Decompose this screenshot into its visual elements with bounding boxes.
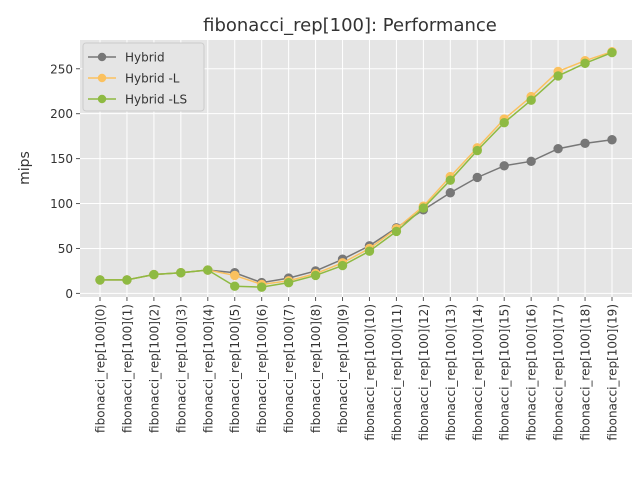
x-tick-label: fibonacci_rep[100](0) — [94, 304, 108, 433]
data-point — [526, 156, 536, 167]
data-point — [149, 269, 159, 280]
x-tick-label: fibonacci_rep[100](14) — [471, 304, 485, 441]
series-hybrid-ls — [95, 47, 617, 292]
x-tick-label: fibonacci_rep[100](16) — [525, 304, 539, 441]
y-axis-label: mips — [17, 151, 33, 185]
x-tick-label: fibonacci_rep[100](12) — [417, 304, 431, 441]
y-axis-ticks: 0 50 100 150 200 250 — [50, 62, 80, 301]
data-point — [499, 117, 509, 128]
data-point — [472, 145, 482, 156]
x-tick-label: fibonacci_rep[100](1) — [120, 304, 134, 433]
y-tick-label: 100 — [50, 197, 73, 211]
x-tick-label: fibonacci_rep[100](2) — [147, 304, 161, 433]
data-point — [445, 175, 456, 185]
data-point — [122, 275, 132, 285]
legend-label: Hybrid — [125, 51, 165, 65]
data-point — [607, 135, 617, 145]
x-tick-label: fibonacci_rep[100](7) — [282, 304, 296, 433]
data-point — [553, 144, 563, 154]
data-point — [391, 226, 402, 237]
legend-label: Hybrid -LS — [125, 93, 187, 107]
x-tick-label: fibonacci_rep[100](13) — [444, 304, 458, 441]
y-tick-label: 0 — [65, 287, 73, 301]
legend-marker — [97, 94, 107, 104]
data-point — [230, 270, 240, 281]
x-tick-label: fibonacci_rep[100](3) — [174, 304, 188, 433]
x-tick-label: fibonacci_rep[100](6) — [255, 304, 269, 433]
data-point — [553, 71, 563, 81]
y-tick-label: 150 — [50, 152, 73, 166]
series-layer — [95, 46, 617, 292]
data-point — [418, 203, 429, 213]
data-point — [176, 268, 186, 278]
data-point — [364, 246, 375, 256]
data-point — [230, 281, 240, 291]
data-point — [95, 275, 105, 285]
x-tick-label: fibonacci_rep[100](9) — [336, 304, 350, 433]
data-point — [445, 188, 456, 198]
legend-label: Hybrid -L — [125, 72, 180, 86]
y-tick-label: 200 — [50, 107, 73, 121]
data-point — [337, 260, 348, 271]
legend-marker — [97, 52, 107, 62]
y-tick-label: 250 — [50, 62, 73, 76]
data-point — [499, 161, 509, 171]
x-tick-label: fibonacci_rep[100](8) — [309, 304, 323, 433]
x-tick-label: fibonacci_rep[100](11) — [390, 304, 404, 441]
data-point — [607, 47, 617, 58]
x-tick-label: fibonacci_rep[100](10) — [363, 304, 377, 441]
legend-marker — [97, 73, 107, 83]
x-axis-ticks: fibonacci_rep[100](0) fibonacci_rep[100](… — [94, 297, 620, 441]
x-tick-label: fibonacci_rep[100](15) — [498, 304, 512, 441]
legend: Hybrid Hybrid -L Hybrid -LS — [82, 42, 205, 112]
chart-title: fibonacci_rep[100]: Performance — [203, 15, 497, 36]
data-point — [526, 95, 536, 105]
data-point — [472, 172, 482, 183]
x-tick-label: fibonacci_rep[100](18) — [579, 304, 593, 441]
x-tick-label: fibonacci_rep[100](5) — [228, 304, 242, 433]
data-point — [256, 282, 267, 292]
data-point — [580, 58, 590, 69]
x-tick-label: fibonacci_rep[100](19) — [606, 304, 620, 441]
data-point — [203, 265, 213, 275]
data-point — [310, 270, 321, 281]
data-point — [580, 138, 590, 149]
x-tick-label: fibonacci_rep[100](4) — [201, 304, 215, 433]
legend-box — [82, 42, 205, 112]
x-tick-label: fibonacci_rep[100](17) — [552, 304, 566, 441]
data-point — [283, 277, 294, 288]
y-tick-label: 50 — [58, 242, 73, 256]
